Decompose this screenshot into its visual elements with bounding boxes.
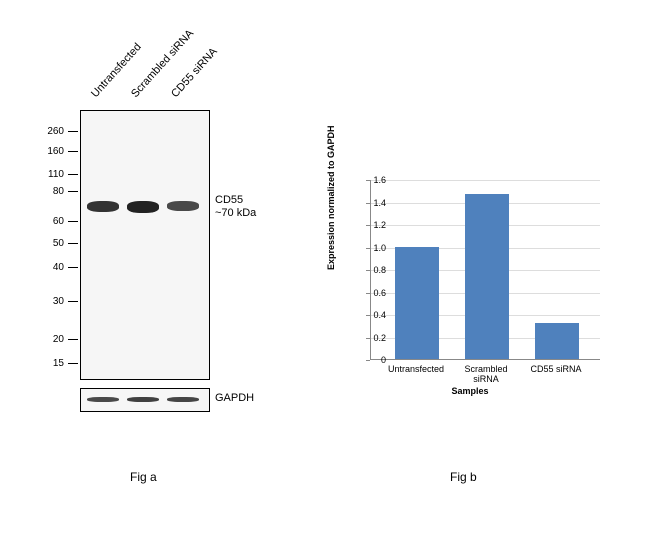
mw-marker: 260 <box>47 126 78 137</box>
xtick-label: Untransfected <box>381 364 451 374</box>
chart-plot-area <box>370 180 600 360</box>
mw-marker: 160 <box>47 146 78 157</box>
chart-ylabel: Expression normalized to GAPDH <box>326 125 336 270</box>
band-row-cd55 <box>87 201 199 213</box>
xtick-label: CD55 siRNA <box>521 364 591 374</box>
bar-chart-panel: Expression normalized to GAPDH 00.20.40.… <box>320 170 620 430</box>
gapdh-label: GAPDH <box>215 392 254 404</box>
protein-band <box>87 397 119 402</box>
mw-marker: 20 <box>53 334 78 345</box>
band-row-gapdh <box>87 397 199 402</box>
protein-band <box>127 201 159 213</box>
fig-b-label: Fig b <box>450 470 477 484</box>
xtick-label: Scrambled siRNA <box>451 364 521 384</box>
mw-marker: 50 <box>53 238 78 249</box>
ytick-mark <box>366 315 370 316</box>
target-mw-label: ~70 kDa <box>215 207 256 219</box>
chart-xlabel: Samples <box>320 386 620 396</box>
ytick-mark <box>366 293 370 294</box>
ytick-mark <box>366 270 370 271</box>
western-blot-panel: Untransfected Scrambled siRNA CD55 siRNA… <box>20 30 280 460</box>
grid-line <box>371 180 600 181</box>
ytick-mark <box>366 360 370 361</box>
protein-band <box>127 397 159 402</box>
ytick-mark <box>366 225 370 226</box>
chart-bar <box>535 323 579 359</box>
ytick-mark <box>366 248 370 249</box>
mw-marker: 15 <box>53 358 78 369</box>
mw-marker: 60 <box>53 216 78 227</box>
protein-band <box>167 201 199 211</box>
mw-marker: 30 <box>53 296 78 307</box>
ytick-mark <box>366 180 370 181</box>
chart-bar <box>395 247 439 360</box>
target-label: CD55 <box>215 194 243 206</box>
protein-band <box>87 201 119 212</box>
mw-marker: 40 <box>53 262 78 273</box>
fig-a-label: Fig a <box>130 470 157 484</box>
mw-marker: 80 <box>53 186 78 197</box>
mw-marker: 110 <box>48 169 78 180</box>
blot-frame-main <box>80 110 210 380</box>
chart-bar <box>465 194 509 359</box>
blot-frame-gapdh <box>80 388 210 412</box>
protein-band <box>167 397 199 402</box>
mw-ladder: 260 160 110 80 60 50 40 30 20 15 <box>20 110 78 380</box>
ytick-mark <box>366 338 370 339</box>
ytick-mark <box>366 203 370 204</box>
